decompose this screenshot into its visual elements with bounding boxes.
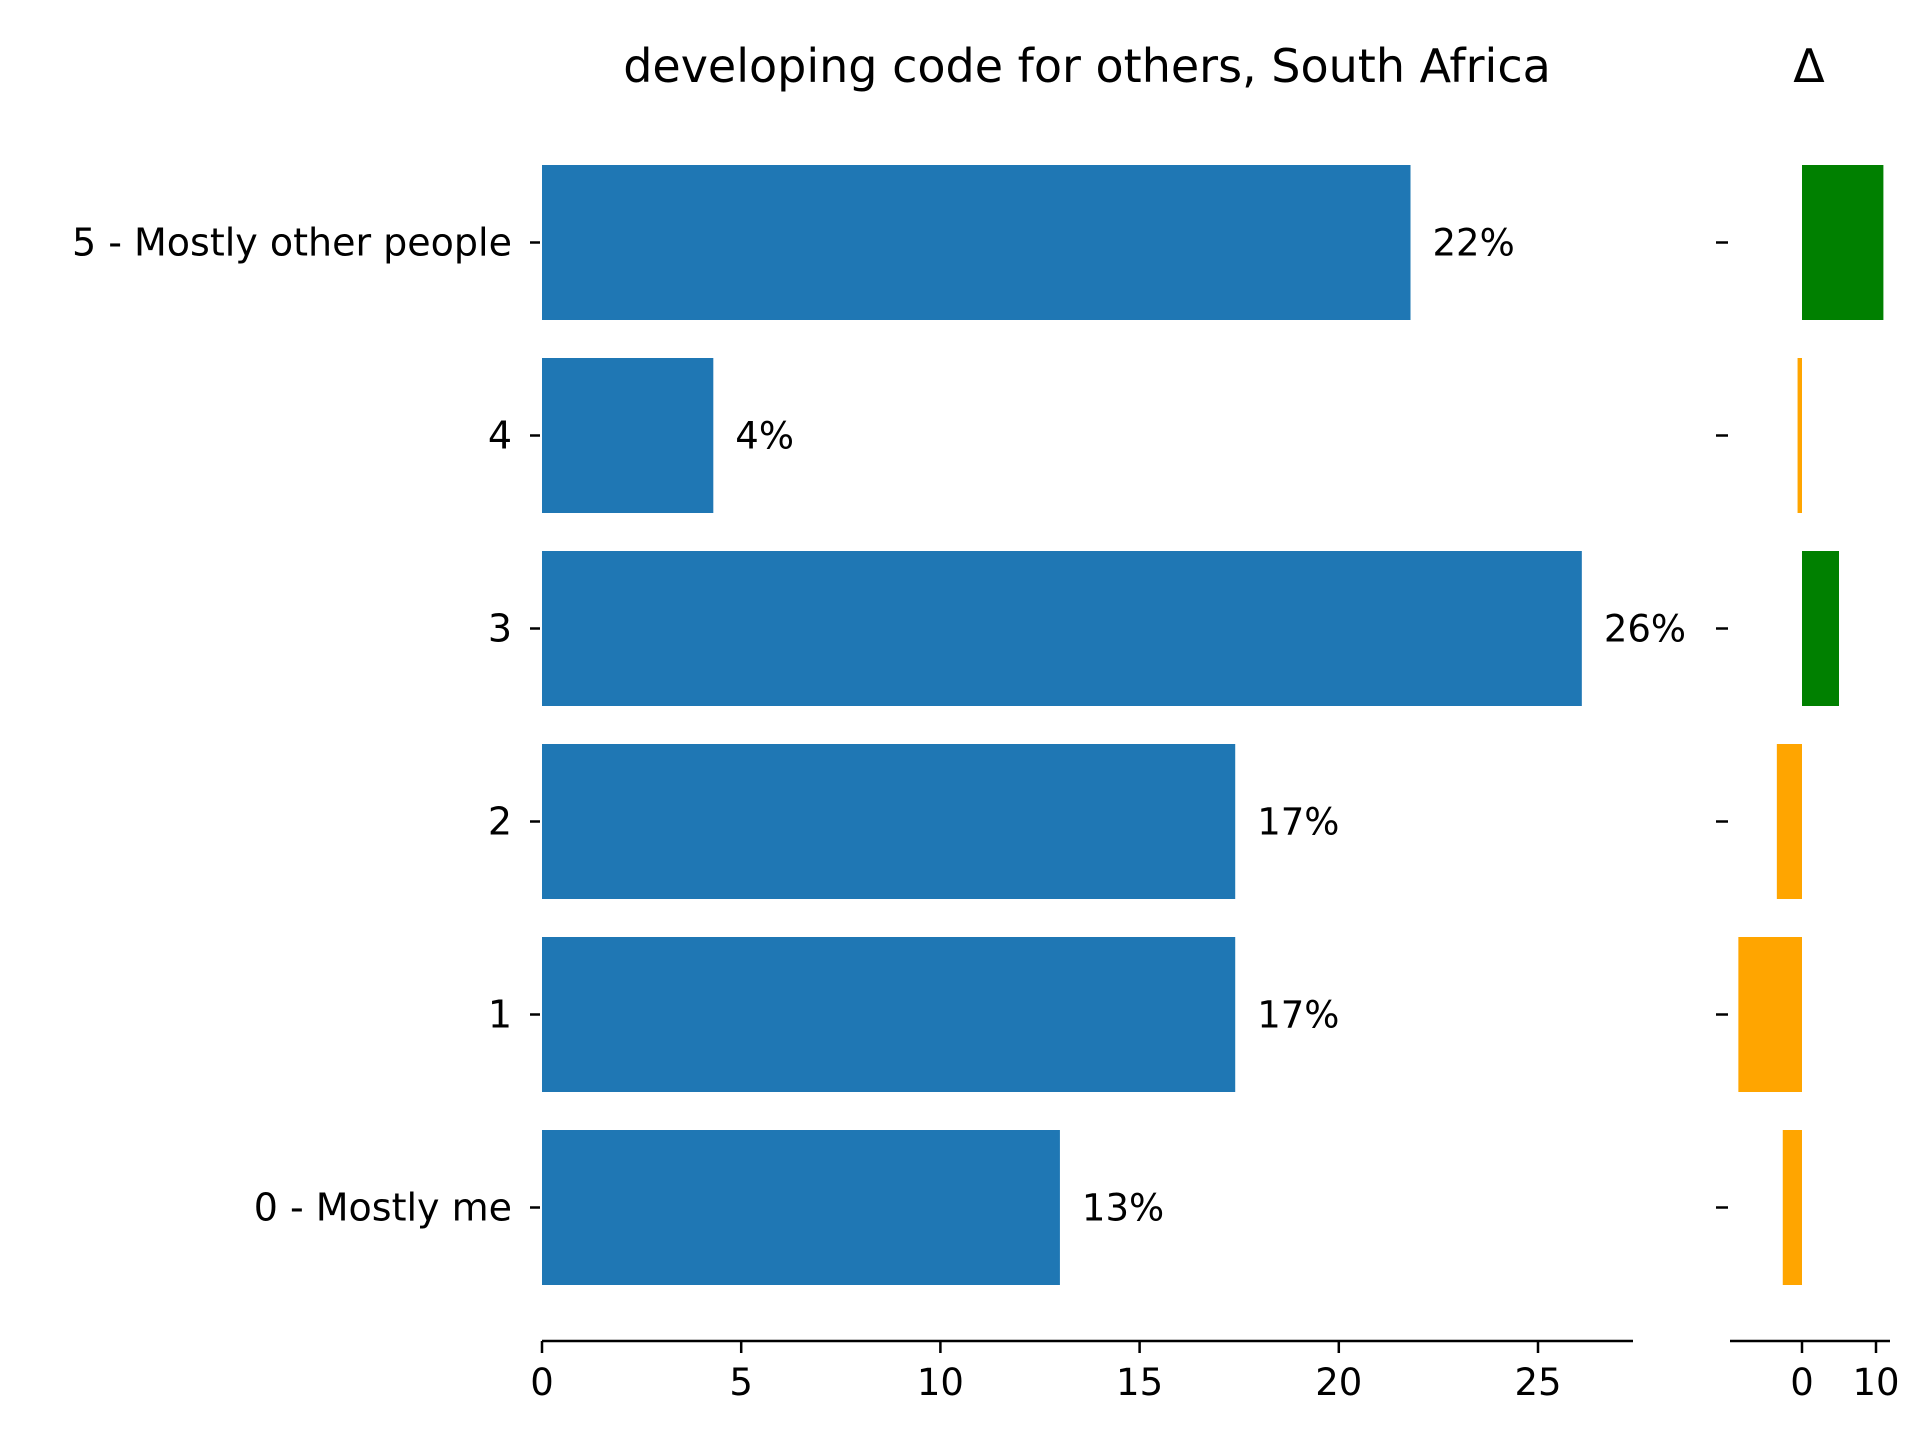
main-x-tick-label-0: 0 (530, 1361, 554, 1404)
delta-bar-5 (1782, 1130, 1802, 1285)
value-label-4: 17% (1257, 994, 1339, 1037)
delta-x-tick-label-0: 0 (1790, 1361, 1814, 1404)
bar-3 (542, 744, 1236, 899)
delta-bar-0 (1802, 165, 1884, 320)
category-label-3: 2 (488, 800, 512, 844)
bar-1 (542, 358, 714, 513)
main-x-tick-label-5: 25 (1514, 1361, 1561, 1404)
main-plot-area: 5 - Mostly other people 22% 4 4% 3 26% 2 17% 1 17… (72, 165, 1686, 1404)
category-label-2: 3 (488, 607, 512, 651)
bar-4 (542, 937, 1236, 1092)
main-x-tick-label-2: 10 (917, 1361, 964, 1404)
value-label-2: 26% (1604, 608, 1686, 651)
main-chart-title: developing code for others, South Africa (623, 39, 1551, 93)
value-label-1: 4% (735, 415, 794, 458)
delta-bar-2 (1802, 551, 1839, 706)
value-label-5: 13% (1082, 1187, 1164, 1230)
category-label-1: 4 (488, 414, 512, 458)
category-label-4: 1 (488, 993, 512, 1037)
bar-0 (542, 165, 1411, 320)
delta-bar-3 (1776, 744, 1802, 899)
bar-2 (542, 551, 1582, 706)
main-x-tick-label-1: 5 (729, 1361, 753, 1404)
main-x-tick-label-4: 20 (1315, 1361, 1362, 1404)
value-label-0: 22% (1433, 222, 1515, 265)
bar-5 (542, 1130, 1060, 1285)
category-label-0: 5 - Mostly other people (72, 221, 512, 265)
delta-x-tick-label-1: 10 (1852, 1361, 1899, 1404)
delta-chart-title: Δ (1793, 39, 1825, 93)
value-label-3: 17% (1257, 801, 1339, 844)
category-label-5: 0 - Mostly me (254, 1186, 512, 1230)
delta-bar-4 (1738, 937, 1802, 1092)
delta-plot-area: 0 10 (1716, 165, 1900, 1404)
main-x-tick-label-3: 15 (1116, 1361, 1163, 1404)
delta-bar-1 (1797, 358, 1802, 513)
